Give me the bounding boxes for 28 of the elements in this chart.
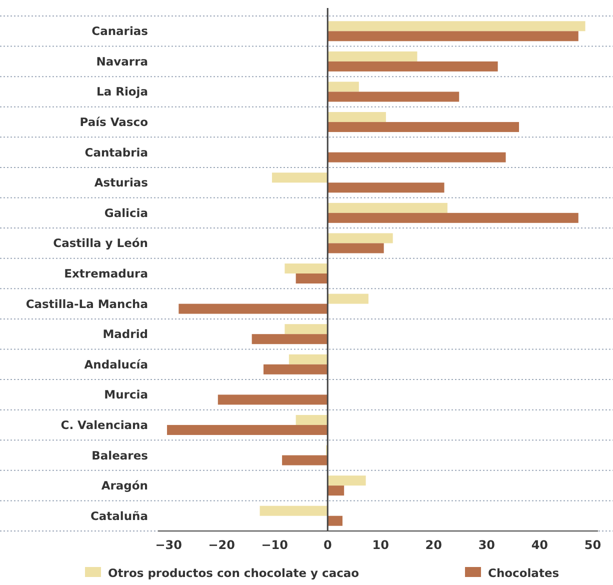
y-tick-label: Navarra	[96, 54, 148, 68]
x-tick-label: 20	[425, 538, 442, 552]
x-tick-label: 40	[531, 538, 548, 552]
y-tick-label: Castilla-La Mancha	[26, 296, 148, 311]
x-tick-label: −30	[155, 538, 182, 552]
y-tick-label: País Vasco	[80, 115, 148, 130]
y-tick-label: Cantabria	[84, 145, 148, 160]
y-tick-label: Asturias	[94, 176, 148, 190]
x-tick-label: 50	[584, 538, 602, 552]
y-tick-label: Murcia	[104, 388, 148, 402]
x-tick-label: −10	[261, 538, 288, 552]
y-tick-label: Andalucía	[84, 357, 148, 372]
x-tick-label: 30	[478, 538, 496, 552]
y-tick-label: Aragón	[101, 478, 148, 493]
y-tick-label: Canarias	[92, 24, 148, 38]
y-tick-label: Extremadura	[64, 266, 148, 280]
y-tick-label: Madrid	[102, 327, 148, 342]
y-tick-label: La Rioja	[96, 84, 148, 99]
x-tick-label: 0	[323, 538, 332, 552]
x-tick-label: 10	[372, 538, 389, 552]
legend-label: Chocolates	[488, 566, 560, 580]
legend-label: Otros productos con chocolate y cacao	[108, 566, 360, 580]
x-tick-label: −20	[208, 538, 235, 552]
y-tick-label: Cataluña	[90, 508, 148, 523]
y-tick-label: Baleares	[92, 448, 148, 462]
y-tick-label: Galicia	[104, 206, 148, 220]
y-tick-label: C. Valenciana	[60, 418, 148, 432]
y-tick-label: Castilla y León	[53, 236, 148, 250]
